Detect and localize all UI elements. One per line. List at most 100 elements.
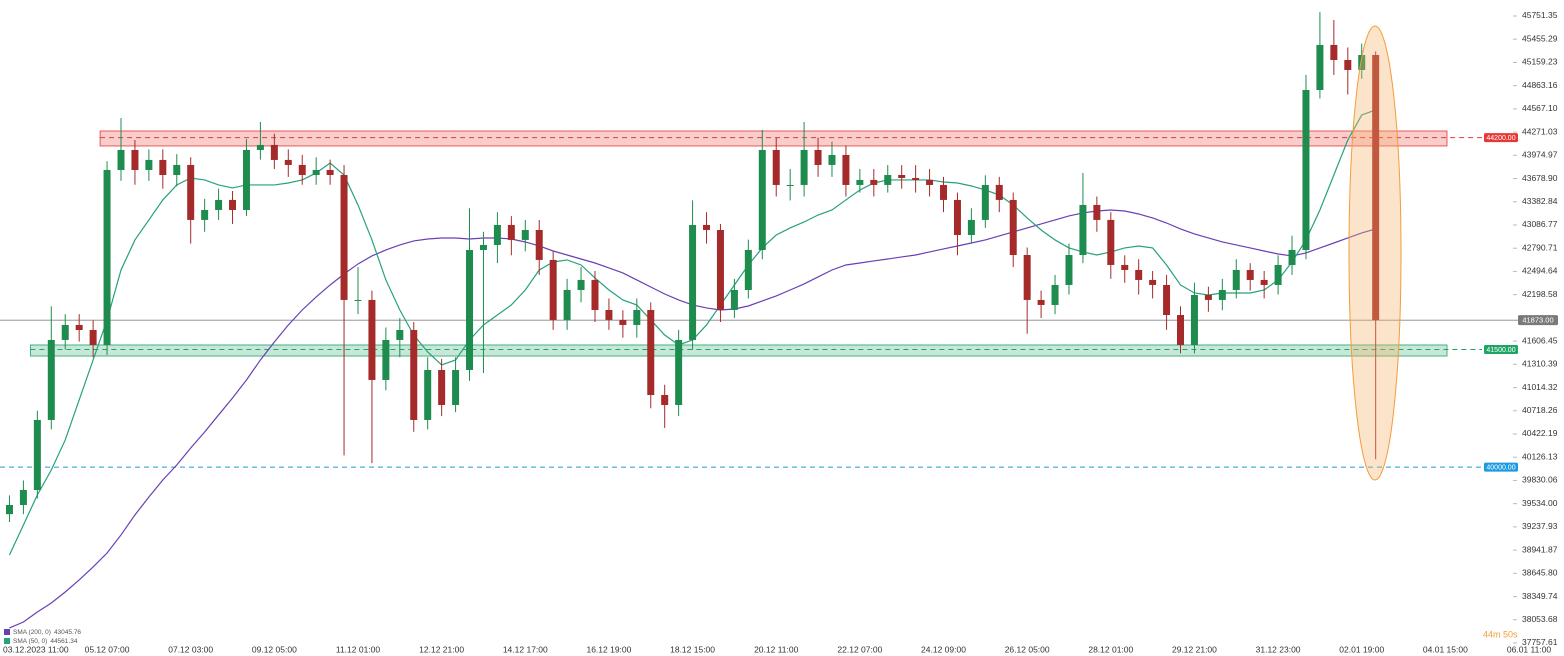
candle-body: [354, 299, 362, 301]
candle-body: [1316, 44, 1324, 90]
y-tick-label: 45159.23: [1522, 57, 1558, 67]
y-tick-label: 38349.74: [1522, 591, 1558, 601]
candle-body: [1037, 299, 1045, 305]
legend-entry: SMA (200, 0) 43045.76: [13, 629, 81, 636]
candle-body: [577, 279, 585, 290]
candle-body: [75, 324, 83, 330]
level-badge: [1484, 344, 1518, 354]
y-tick-label: 40718.26: [1522, 405, 1558, 415]
candle-body: [549, 259, 557, 320]
candle-body: [912, 177, 920, 180]
x-tick-label: 26.12 05:00: [1005, 644, 1050, 654]
level-label: 41500.00: [1486, 347, 1515, 354]
candle-body: [340, 174, 348, 300]
candle-body: [675, 339, 683, 405]
legend-name: SMA (50, 0): [13, 638, 47, 645]
y-tick-label: 39237.93: [1522, 521, 1558, 531]
candle-body: [563, 289, 571, 320]
candle-body: [1079, 204, 1087, 256]
candle-body: [242, 149, 250, 210]
candle-body: [284, 159, 292, 165]
y-tick-label: 44567.10: [1522, 103, 1558, 113]
candle-body: [368, 299, 376, 380]
x-tick-label: 31.12 23:00: [1256, 644, 1301, 654]
candle-body: [424, 369, 432, 420]
candle-body: [452, 369, 460, 405]
candle-body: [1135, 269, 1143, 280]
candle-body: [786, 184, 794, 186]
candle-body: [521, 229, 529, 240]
legend-swatch: [4, 629, 10, 635]
candle-body: [758, 149, 766, 250]
y-tick-label: 42198.58: [1522, 289, 1558, 299]
candle-body: [647, 309, 655, 396]
candle-body: [326, 169, 334, 175]
candle-body: [981, 184, 989, 220]
candle-body: [19, 490, 27, 505]
x-tick-label: 24.12 09:00: [921, 644, 966, 654]
candle-body: [493, 224, 501, 245]
candle-body: [703, 224, 711, 230]
candle-body: [131, 149, 139, 170]
zone: [29, 344, 1448, 357]
y-tick-label: 41310.39: [1522, 359, 1558, 369]
y-tick-label: 43086.77: [1522, 219, 1558, 229]
x-tick-label: 04.01 15:00: [1423, 644, 1468, 654]
legend-entry: SMA (50, 0) 44561.34: [13, 638, 78, 645]
x-tick-label: 05.12 07:00: [85, 644, 130, 654]
legend-value: 43045.76: [54, 629, 81, 636]
candle-body: [298, 164, 306, 175]
candle-body: [1065, 255, 1073, 285]
x-tick-label: 29.12 21:00: [1172, 644, 1217, 654]
candle-body: [1260, 279, 1268, 285]
candle-body: [870, 179, 878, 185]
y-tick-label: 44271.03: [1522, 126, 1558, 136]
candle-body: [1232, 269, 1240, 290]
candle-body: [884, 174, 892, 185]
candle-body: [967, 219, 975, 236]
candle-body: [410, 329, 418, 420]
x-tick-label: 09.12 05:00: [252, 644, 297, 654]
candle-body: [479, 244, 487, 250]
y-tick-label: 42790.71: [1522, 242, 1558, 252]
level-label: 44200.00: [1486, 135, 1515, 142]
candle-body: [1358, 54, 1366, 70]
candle-body: [1288, 249, 1296, 265]
candle-body: [1093, 204, 1101, 220]
candle-body: [689, 224, 697, 340]
candle-body: [187, 164, 195, 220]
y-tick-label: 42494.64: [1522, 266, 1558, 276]
y-tick-label: 45751.35: [1522, 10, 1558, 20]
candle-body: [1149, 279, 1157, 285]
candle-body: [1344, 60, 1352, 70]
y-tick-label: 39534.00: [1522, 498, 1558, 508]
candle-body: [1009, 199, 1017, 256]
x-tick-label: 02.01 19:00: [1339, 644, 1384, 654]
candle-body: [1218, 289, 1226, 300]
x-tick-label: 07.12 03:00: [168, 644, 213, 654]
x-tick-label: 20.12 11:00: [754, 644, 799, 654]
candle-body: [828, 154, 836, 165]
candle-body: [1302, 89, 1310, 250]
candle-body: [1051, 284, 1059, 305]
candle-body: [507, 224, 515, 240]
y-tick-label: 41014.32: [1522, 382, 1558, 392]
candle-body: [898, 174, 906, 178]
candle-body: [1204, 295, 1212, 300]
current-price-badge: [1518, 315, 1558, 326]
candle-body: [591, 279, 599, 310]
x-tick-label: 16.12 19:00: [586, 644, 631, 654]
y-tick-label: 38941.87: [1522, 544, 1558, 554]
highlight-ellipse: [1348, 25, 1402, 481]
candle-body: [312, 169, 320, 175]
current-price-label: 41873.00: [1522, 316, 1553, 325]
y-tick-label: 40422.19: [1522, 428, 1558, 438]
legend-swatch: [4, 638, 10, 644]
candle-body: [940, 184, 948, 200]
candle-body: [995, 184, 1003, 200]
zone: [99, 130, 1448, 147]
candle-body: [661, 395, 669, 405]
candle-body: [633, 309, 641, 325]
x-tick-label: 12.12 21:00: [419, 644, 464, 654]
candle-body: [61, 324, 69, 340]
